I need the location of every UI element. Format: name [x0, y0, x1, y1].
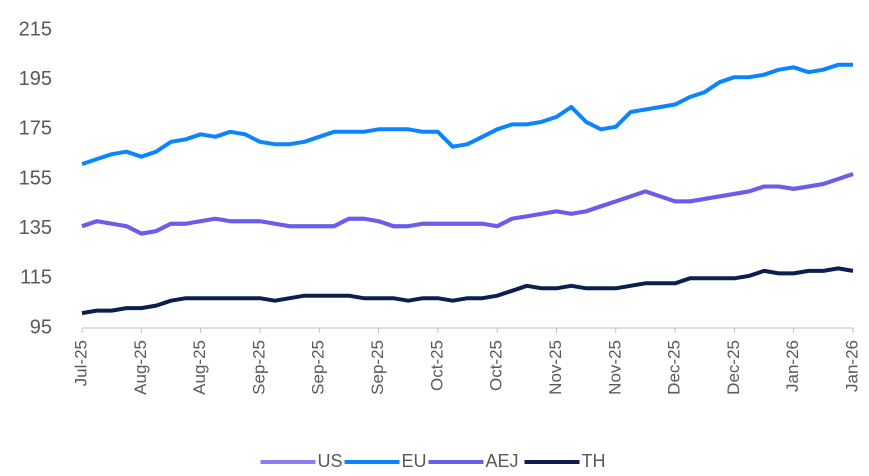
legend-label: TH [582, 451, 606, 471]
legend-label: US [318, 451, 343, 471]
x-tick-label: Dec-25 [724, 340, 743, 395]
y-tick-label: 95 [30, 316, 52, 338]
y-tick-label: 115 [20, 267, 52, 289]
x-tick-label: Jul-25 [71, 340, 90, 386]
x-tick-label: Jan-26 [842, 340, 861, 392]
series-line [81, 266, 854, 316]
y-tick-label: 135 [19, 217, 52, 239]
series-line [81, 172, 854, 236]
x-tick-label: Nov-25 [605, 340, 624, 395]
x-tick-label: Sep-25 [309, 340, 328, 395]
legend-label: EU [402, 451, 427, 471]
series-line [81, 62, 853, 166]
x-tick-label: Aug-25 [190, 340, 209, 395]
y-tick-label: 155 [19, 167, 52, 189]
x-tick-label: Sep-25 [249, 340, 268, 395]
x-tick-label: Oct-25 [487, 340, 506, 391]
y-tick-label: 195 [19, 68, 52, 90]
x-tick-label: Oct-25 [427, 340, 446, 391]
x-tick-label: Nov-25 [546, 340, 565, 395]
y-tick-label: 175 [19, 118, 52, 140]
x-tick-label: Dec-25 [665, 340, 684, 395]
x-tick-label: Sep-25 [368, 340, 387, 395]
x-tick-label: Aug-25 [131, 340, 150, 395]
x-tick-label: Jan-26 [783, 340, 802, 392]
legend-label: AEJ [486, 451, 519, 471]
y-tick-label: 215 [19, 18, 52, 40]
